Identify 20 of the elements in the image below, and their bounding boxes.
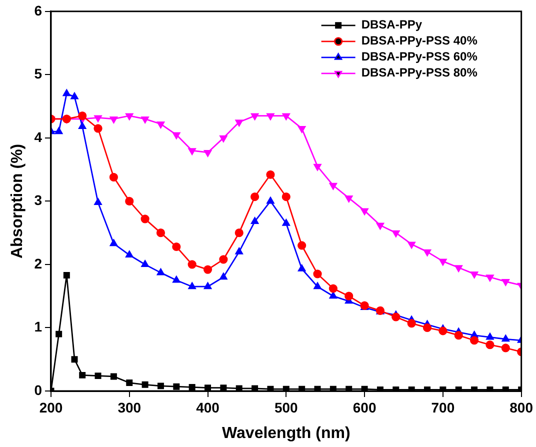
y-tick-label: 6 <box>34 2 42 18</box>
x-axis-title: Wavelength (nm) <box>222 424 350 442</box>
y-tick-label: 3 <box>34 192 42 208</box>
legend-label: DBSA-PPy-PSS 40% <box>361 34 478 48</box>
x-tick-label: 300 <box>118 399 142 416</box>
x-tick-label: 800 <box>510 399 534 416</box>
x-tick-label: 700 <box>431 399 455 416</box>
legend-label: DBSA-PPy-PSS 80% <box>361 66 478 80</box>
legend-label: DBSA-PPy-PSS 60% <box>361 50 478 64</box>
y-tick-label: 2 <box>34 255 42 272</box>
x-tick-label: 600 <box>352 399 376 416</box>
x-tick-label: 500 <box>274 399 298 416</box>
y-axis-title: Absorption (%) <box>9 144 26 259</box>
x-tick-label: 400 <box>196 399 220 416</box>
y-tick-label: 5 <box>34 66 42 82</box>
y-tick-label: 1 <box>34 318 42 335</box>
legend-label: DBSA-PPy <box>361 18 422 32</box>
y-tick-label: 0 <box>34 382 42 398</box>
x-tick-label: 200 <box>39 399 63 416</box>
y-tick-label: 4 <box>34 128 42 145</box>
